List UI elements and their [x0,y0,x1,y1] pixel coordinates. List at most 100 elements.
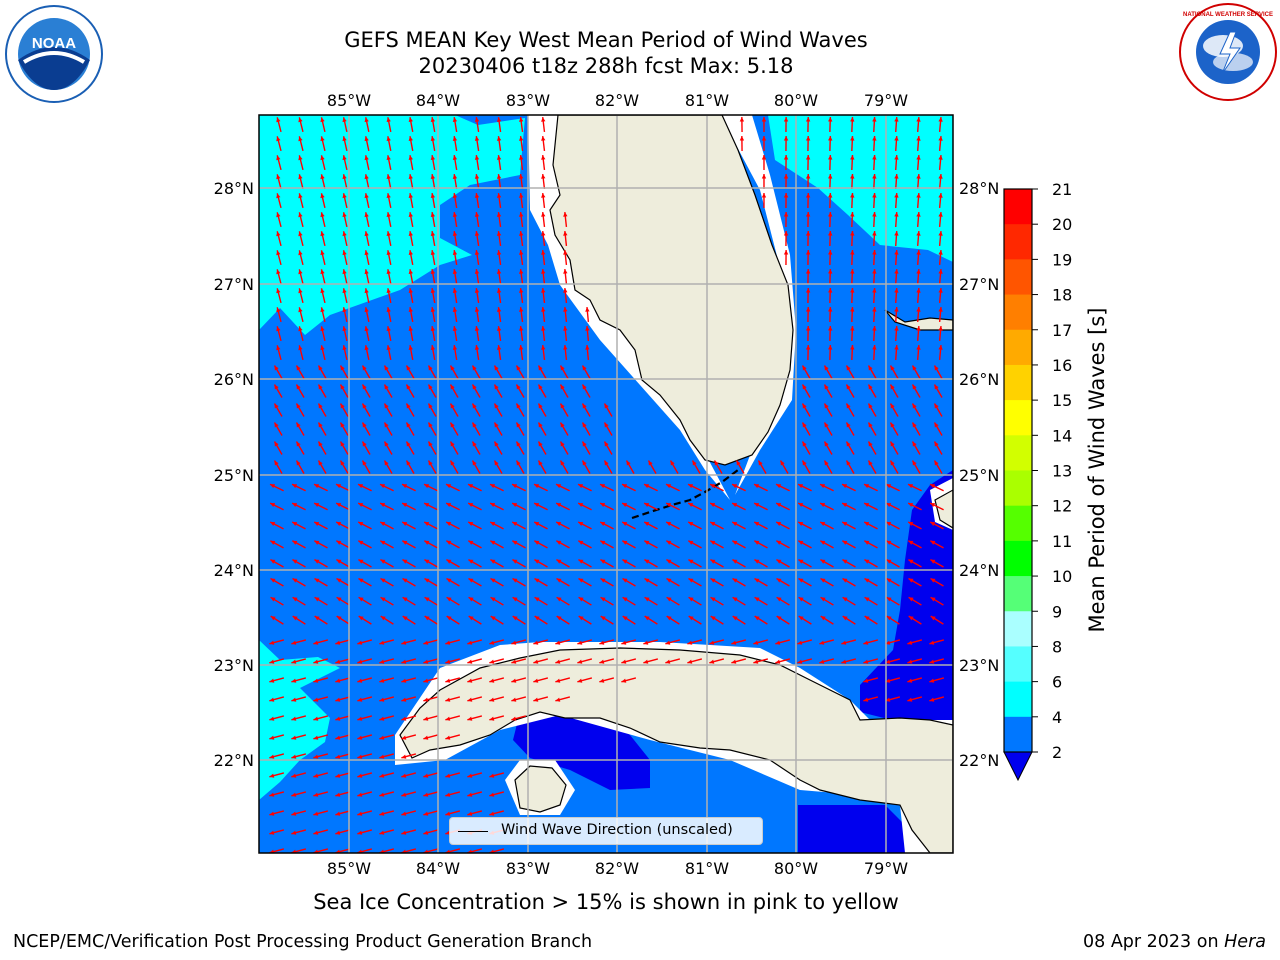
wave-direction-arrow [863,696,879,702]
colorbar-segment [1004,294,1032,331]
wave-direction-arrow [519,250,524,266]
wave-direction-arrow [828,116,833,133]
wave-direction-arrow [938,268,943,285]
colorbar: 21 20 19 18 17 16 15 14 13 12 11 10 9 8 6 4 2 [1003,180,1072,782]
wave-direction-arrow [842,559,856,568]
wave-direction-arrow [872,287,877,304]
wave-direction-arrow [754,559,768,568]
wave-direction-arrow [577,521,592,530]
wave-direction-arrow [401,829,417,835]
lat-tick-left: 24°N [214,561,254,580]
wave-direction-arrow [863,540,878,549]
land-bahamas-andros [934,489,953,529]
wave-direction-arrow [320,307,326,323]
colorbar-tick-label: 18 [1052,286,1072,305]
colorbar-segment [1004,646,1032,683]
wave-direction-arrow [298,212,304,228]
wave-direction-arrow [269,696,285,702]
wave-direction-arrow [731,521,746,530]
wave-direction-arrow [474,269,480,285]
wave-direction-arrow [622,577,636,587]
wave-direction-arrow [452,345,458,361]
wave-direction-arrow [541,173,546,190]
wave-direction-arrow [644,559,658,568]
wave-direction-arrow [335,540,350,549]
wave-direction-arrow [850,116,855,133]
colorbar-tick-label: 16 [1052,356,1072,375]
wave-direction-arrow [541,211,546,228]
wave-direction-arrow [863,677,879,683]
wave-direction-arrow [276,231,282,247]
wave-direction-arrow [534,615,548,625]
wave-direction-arrow [471,365,481,379]
lon-tick-bottom: 84°W [416,859,460,878]
wave-direction-arrow [449,422,459,436]
wave-direction-arrow [621,502,636,511]
wave-direction-arrow [511,696,527,702]
wave-direction-arrow [805,154,811,171]
wave-direction-arrow [357,772,373,778]
wave-direction-arrow [269,772,285,778]
wave-direction-arrow [519,212,524,228]
wave-direction-arrow [291,658,307,664]
wave-direction-arrow [317,365,327,379]
wave-direction-arrow [336,577,350,587]
wave-direction-arrow [805,249,811,266]
wave-direction-arrow [842,615,856,625]
wave-direction-arrow [276,250,282,266]
lat-tick-left: 26°N [214,370,254,389]
wave-direction-arrow [534,596,548,606]
wave-direction-arrow [313,715,329,721]
wave-direction-arrow [496,250,502,266]
wave-direction-arrow [402,615,416,625]
wave-direction-arrow [291,753,307,759]
wave-direction-arrow [430,193,436,209]
wave-direction-arrow [731,502,746,511]
wave-direction-arrow [599,521,614,530]
colorbar-tick-label: 14 [1052,426,1072,445]
wave-direction-arrow [358,596,372,606]
wave-direction-arrow [493,422,503,436]
wave-direction-arrow [933,384,943,398]
wave-direction-arrow [357,677,373,683]
wave-direction-arrow [493,460,503,474]
wave-direction-arrow [467,483,482,492]
wave-direction-arrow [386,117,392,133]
wave-direction-arrow [339,422,349,436]
wave-direction-arrow [916,230,921,247]
wave-direction-arrow [894,325,899,342]
wave-direction-arrow [559,422,569,436]
wave-direction-arrow [556,615,570,625]
wave-direction-arrow [805,287,811,304]
wave-direction-arrow [798,596,812,606]
wave-direction-arrow [916,306,921,323]
wave-direction-arrow [474,231,480,247]
wave-direction-arrow [533,521,548,530]
wave-direction-arrow [408,307,414,323]
wave-direction-arrow [379,791,395,797]
wave-direction-arrow [269,540,284,549]
wave-direction-arrow [841,658,857,664]
wave-direction-arrow [599,677,615,683]
wave-direction-arrow [556,596,570,606]
wave-direction-arrow [798,615,812,625]
wave-direction-arrow [408,288,414,304]
wave-direction-arrow [364,269,370,285]
wave-direction-arrow [511,540,526,549]
wave-direction-arrow [270,559,284,568]
wave-direction-arrow [599,658,615,664]
wave-direction-arrow [559,460,569,474]
wave-direction-arrow [894,249,899,266]
colorbar-tick-label: 20 [1052,215,1072,234]
wave-direction-arrow [335,791,351,797]
wave-direction-arrow [342,326,348,342]
wave-direction-arrow [489,848,505,853]
wave-direction-arrow [929,658,945,664]
wave-direction-arrow [731,540,746,549]
wave-direction-arrow [408,326,414,342]
wave-direction-arrow [732,559,746,568]
wave-direction-arrow [467,715,483,721]
wave-direction-arrow [585,306,590,323]
wave-direction-arrow [805,268,811,285]
wave-direction-arrow [515,384,525,398]
